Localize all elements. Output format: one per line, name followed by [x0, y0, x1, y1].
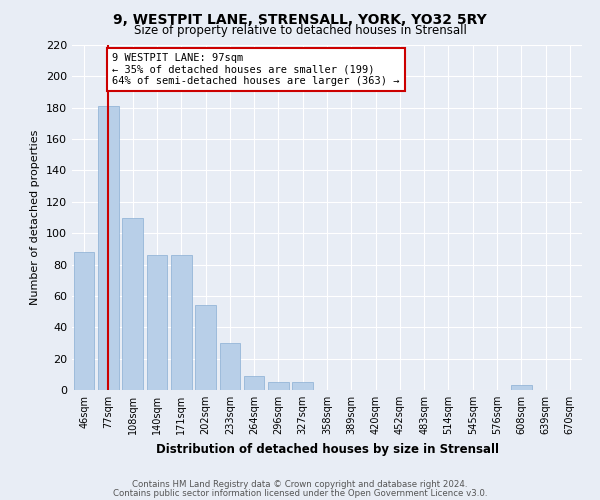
Text: Size of property relative to detached houses in Strensall: Size of property relative to detached ho…	[134, 24, 466, 37]
Bar	[292, 382, 313, 390]
Bar	[220, 343, 240, 390]
Bar	[74, 252, 94, 390]
Text: 9, WESTPIT LANE, STRENSALL, YORK, YO32 5RY: 9, WESTPIT LANE, STRENSALL, YORK, YO32 5…	[113, 12, 487, 26]
Bar	[122, 218, 143, 390]
Bar	[511, 386, 532, 390]
Bar	[195, 306, 216, 390]
Y-axis label: Number of detached properties: Number of detached properties	[31, 130, 40, 305]
Text: Contains public sector information licensed under the Open Government Licence v3: Contains public sector information licen…	[113, 488, 487, 498]
Bar	[171, 255, 191, 390]
Bar	[244, 376, 265, 390]
Bar	[146, 255, 167, 390]
Text: Contains HM Land Registry data © Crown copyright and database right 2024.: Contains HM Land Registry data © Crown c…	[132, 480, 468, 489]
Text: 9 WESTPIT LANE: 97sqm
← 35% of detached houses are smaller (199)
64% of semi-det: 9 WESTPIT LANE: 97sqm ← 35% of detached …	[112, 53, 400, 86]
X-axis label: Distribution of detached houses by size in Strensall: Distribution of detached houses by size …	[155, 442, 499, 456]
Bar	[268, 382, 289, 390]
Bar	[98, 106, 119, 390]
